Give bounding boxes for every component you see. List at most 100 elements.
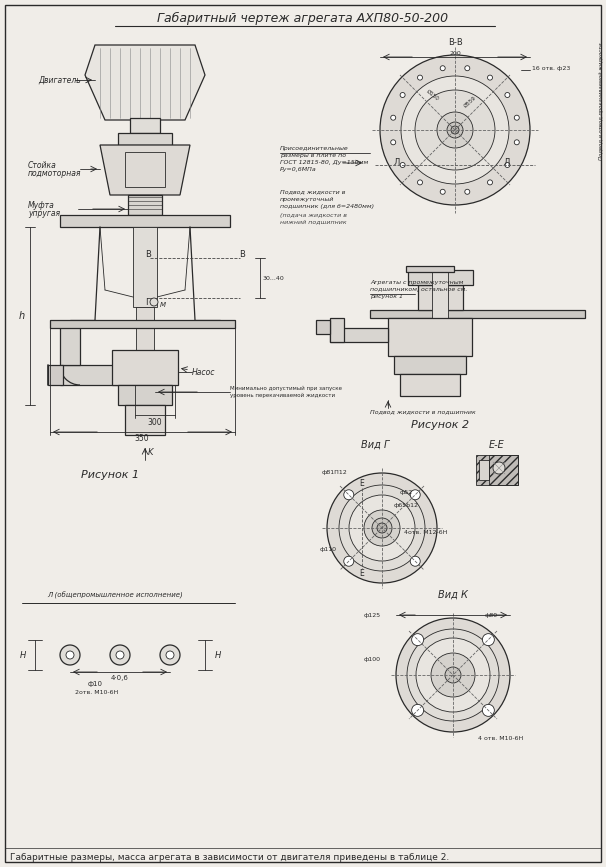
Text: Вид К: Вид К	[438, 590, 468, 600]
Circle shape	[415, 90, 495, 170]
Circle shape	[364, 510, 400, 546]
Text: 200: 200	[449, 50, 461, 55]
Circle shape	[437, 112, 473, 148]
Circle shape	[407, 629, 499, 721]
Bar	[112, 350, 178, 385]
Circle shape	[482, 704, 494, 716]
Bar	[50, 320, 235, 328]
Circle shape	[66, 651, 74, 659]
Text: Вид Г: Вид Г	[361, 440, 389, 450]
Text: 300: 300	[148, 418, 162, 427]
Bar	[125, 152, 165, 187]
Circle shape	[400, 93, 405, 97]
Text: 2отв. М10-6Н: 2отв. М10-6Н	[75, 689, 118, 694]
Circle shape	[327, 473, 437, 583]
Circle shape	[372, 518, 392, 538]
Text: K: K	[148, 447, 153, 457]
Bar	[408, 270, 473, 285]
Circle shape	[400, 162, 405, 167]
Text: ф110: ф110	[320, 547, 337, 552]
Circle shape	[160, 645, 180, 665]
Circle shape	[505, 162, 510, 167]
Text: Рисунок 2: Рисунок 2	[411, 420, 469, 430]
Text: Агрегаты с промежуточным: Агрегаты с промежуточным	[370, 279, 464, 284]
Text: 4 отв. М10-6Н: 4 отв. М10-6Н	[478, 735, 523, 740]
Text: 16 отв. ф23: 16 отв. ф23	[532, 66, 570, 70]
Text: h: h	[19, 311, 25, 321]
Text: E: E	[359, 569, 364, 577]
Text: нижний подшипник: нижний подшипник	[280, 219, 347, 225]
Text: H: H	[20, 650, 26, 660]
Circle shape	[418, 179, 422, 185]
Text: 30...40: 30...40	[263, 276, 285, 281]
Text: Ø150: Ø150	[425, 88, 440, 101]
Circle shape	[465, 66, 470, 71]
Text: ф65b12: ф65b12	[394, 503, 419, 507]
Bar	[388, 318, 472, 356]
Text: Ø559: Ø559	[463, 95, 478, 108]
Text: упругая: упругая	[28, 208, 60, 218]
Text: (подача жидкости в: (подача жидкости в	[280, 212, 347, 218]
Text: Подвод жидкости в подшипник: Подвод жидкости в подшипник	[370, 409, 476, 414]
Text: Насос: Насос	[192, 368, 216, 376]
Circle shape	[377, 523, 387, 533]
Circle shape	[451, 126, 459, 134]
Text: Стойка: Стойка	[28, 160, 57, 170]
Text: ф100: ф100	[364, 657, 381, 662]
Circle shape	[431, 653, 475, 697]
Bar	[476, 455, 518, 485]
Circle shape	[391, 115, 396, 121]
Circle shape	[482, 634, 494, 646]
Text: E: E	[359, 479, 364, 487]
Text: 350: 350	[135, 434, 149, 442]
Text: Л: Л	[394, 158, 400, 166]
Circle shape	[60, 645, 80, 665]
Text: Муфта: Муфта	[28, 200, 55, 210]
Bar	[370, 310, 585, 318]
Text: 4·0,6: 4·0,6	[111, 675, 129, 681]
Text: ф10: ф10	[88, 681, 103, 687]
Text: Габаритные размеры, масса агрегата в зависимости от двигателя приведены в таблиц: Габаритные размеры, масса агрегата в зав…	[10, 852, 449, 862]
Bar	[316, 320, 330, 334]
Bar	[125, 405, 165, 435]
Circle shape	[487, 179, 493, 185]
Text: подшипником, остальное см.: подшипником, остальное см.	[370, 286, 467, 291]
Bar	[133, 227, 157, 307]
Circle shape	[396, 618, 510, 732]
Text: Двигатель: Двигатель	[38, 75, 81, 84]
Text: Рисунок 1: Рисунок 1	[81, 470, 139, 480]
Text: ГОСТ 12815-80, Ду=150мм: ГОСТ 12815-80, Ду=150мм	[280, 160, 368, 165]
Circle shape	[410, 490, 420, 499]
Circle shape	[514, 115, 519, 121]
Text: Ру=0,6МПа: Ру=0,6МПа	[280, 166, 317, 172]
Bar	[400, 374, 460, 396]
Polygon shape	[100, 145, 190, 195]
Bar	[128, 195, 162, 215]
Text: Подвод жидкости в: Подвод жидкости в	[280, 190, 345, 194]
Bar	[130, 118, 160, 133]
Polygon shape	[85, 45, 205, 120]
Circle shape	[505, 93, 510, 97]
Text: M: M	[160, 302, 166, 308]
Circle shape	[411, 704, 424, 716]
Text: 4отв. М12-6Н: 4отв. М12-6Н	[404, 530, 447, 534]
Bar	[330, 328, 388, 342]
Text: B: B	[145, 250, 151, 258]
Text: Е-Е: Е-Е	[489, 440, 505, 450]
Text: подмоторная: подмоторная	[28, 168, 81, 178]
Text: уровень перекачиваемой жидкости: уровень перекачиваемой жидкости	[230, 393, 335, 398]
Bar	[418, 285, 463, 310]
Text: ф80: ф80	[485, 612, 498, 617]
Bar	[60, 365, 135, 385]
Bar	[60, 215, 230, 227]
Bar	[406, 266, 454, 272]
Circle shape	[339, 485, 425, 571]
Circle shape	[344, 557, 354, 566]
Text: Л (общепромышленное исполнение): Л (общепромышленное исполнение)	[47, 591, 183, 599]
Circle shape	[401, 76, 509, 184]
Text: Г: Г	[145, 297, 150, 307]
Circle shape	[418, 75, 422, 80]
Circle shape	[166, 651, 174, 659]
Circle shape	[391, 140, 396, 145]
Circle shape	[116, 651, 124, 659]
